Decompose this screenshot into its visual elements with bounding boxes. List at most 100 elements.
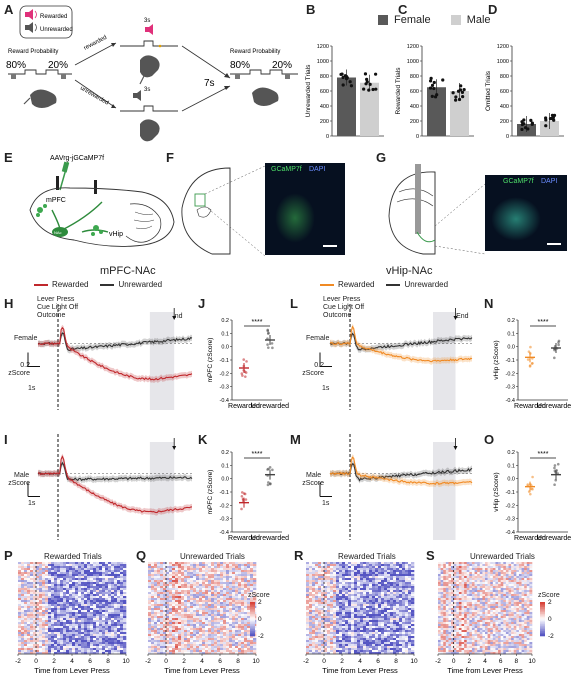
heat-cell (250, 580, 254, 583)
heat-cell (244, 624, 248, 627)
heat-cell (111, 598, 115, 601)
heat-cell (84, 566, 88, 569)
heat-cell (330, 578, 334, 581)
heat-cell (160, 588, 164, 591)
heat-cell (114, 644, 118, 647)
heat-xtick-label-p: 10 (122, 658, 130, 665)
heat-cell (232, 626, 236, 629)
heat-cell (387, 574, 391, 577)
heat-cell (196, 592, 200, 595)
heat-cell (405, 616, 409, 619)
heat-cell (105, 626, 109, 629)
trace-plots (27, 304, 473, 540)
heat-cell (175, 570, 179, 573)
heat-cell (75, 574, 79, 577)
heat-cell (30, 572, 34, 575)
heat-cell (226, 576, 230, 579)
heat-cell (396, 570, 400, 573)
heat-cell (309, 624, 313, 627)
heat-cell (169, 606, 173, 609)
heat-cell (393, 590, 397, 593)
heat-cell (48, 644, 52, 647)
heat-cell (99, 618, 103, 621)
heat-cell (306, 568, 310, 571)
heat-cell (253, 570, 257, 573)
dot-ytick-label-O: -0.4 (506, 530, 515, 536)
heat-cell (366, 562, 370, 565)
heat-cell (205, 646, 209, 649)
heat-cell (181, 618, 185, 621)
heat-cell (223, 596, 227, 599)
heat-cell (345, 578, 349, 581)
heat-cell (160, 640, 164, 643)
bar-B-female (337, 77, 356, 136)
heat-cell (178, 604, 182, 607)
heat-cell (108, 652, 112, 655)
bar-point-B (349, 84, 354, 88)
heat-cell (342, 564, 346, 567)
heat-cell (184, 580, 188, 583)
heat-cell (193, 640, 197, 643)
heat-cell (123, 578, 127, 581)
heat-cell (175, 598, 179, 601)
heat-cell (63, 648, 67, 651)
heat-cell (199, 582, 203, 585)
heat-cell (241, 566, 245, 569)
heat-cell (330, 592, 334, 595)
heat-cell (90, 588, 94, 591)
heat-cell (411, 588, 415, 591)
heat-cell (324, 580, 328, 583)
heat-cell (196, 606, 200, 609)
heat-cell (96, 642, 100, 645)
heat-cell (315, 598, 319, 601)
bar-ytick-label-B: 400 (320, 104, 329, 110)
heat-cell (360, 598, 364, 601)
heat-cell (178, 596, 182, 599)
heat-cell (360, 612, 364, 615)
heat-cell (54, 566, 58, 569)
heat-cell (396, 614, 400, 617)
heat-cell (363, 588, 367, 591)
heat-cell (63, 624, 67, 627)
heat-cell (39, 646, 43, 649)
heat-cell (408, 626, 412, 629)
heat-cell (205, 616, 209, 619)
heat-cell (184, 606, 188, 609)
heat-cell (84, 616, 88, 619)
heat-cell (81, 626, 85, 629)
heat-cell (315, 570, 319, 573)
heat-cell (93, 626, 97, 629)
heat-cell (160, 606, 164, 609)
heat-cell (241, 608, 245, 611)
heat-cell (45, 604, 49, 607)
heat-cell (151, 616, 155, 619)
heat-cell (393, 582, 397, 585)
heat-cell (348, 618, 352, 621)
heat-cell (169, 634, 173, 637)
heat-cell (108, 650, 112, 653)
heat-cell (114, 582, 118, 585)
heat-cell (363, 568, 367, 571)
heat-cell (229, 648, 233, 651)
heat-cell (205, 584, 209, 587)
heat-cell (393, 614, 397, 617)
heat-cell (226, 590, 230, 593)
heat-cell (229, 644, 233, 647)
heat-cell (169, 622, 173, 625)
heat-cell (238, 576, 242, 579)
heat-cell (312, 564, 316, 567)
heat-cell (351, 598, 355, 601)
heat-cell (318, 586, 322, 589)
heat-cell (51, 628, 55, 631)
heat-cell (312, 568, 316, 571)
heat-cell (45, 642, 49, 645)
sig-stars-N: **** (538, 319, 549, 326)
heat-cell (96, 582, 100, 585)
heat-cell (45, 570, 49, 573)
heat-cell (60, 644, 64, 647)
heat-cell (199, 626, 203, 629)
heat-cell (69, 608, 73, 611)
heat-cell (253, 584, 257, 587)
heat-cell (27, 608, 31, 611)
heat-cell (372, 594, 376, 597)
